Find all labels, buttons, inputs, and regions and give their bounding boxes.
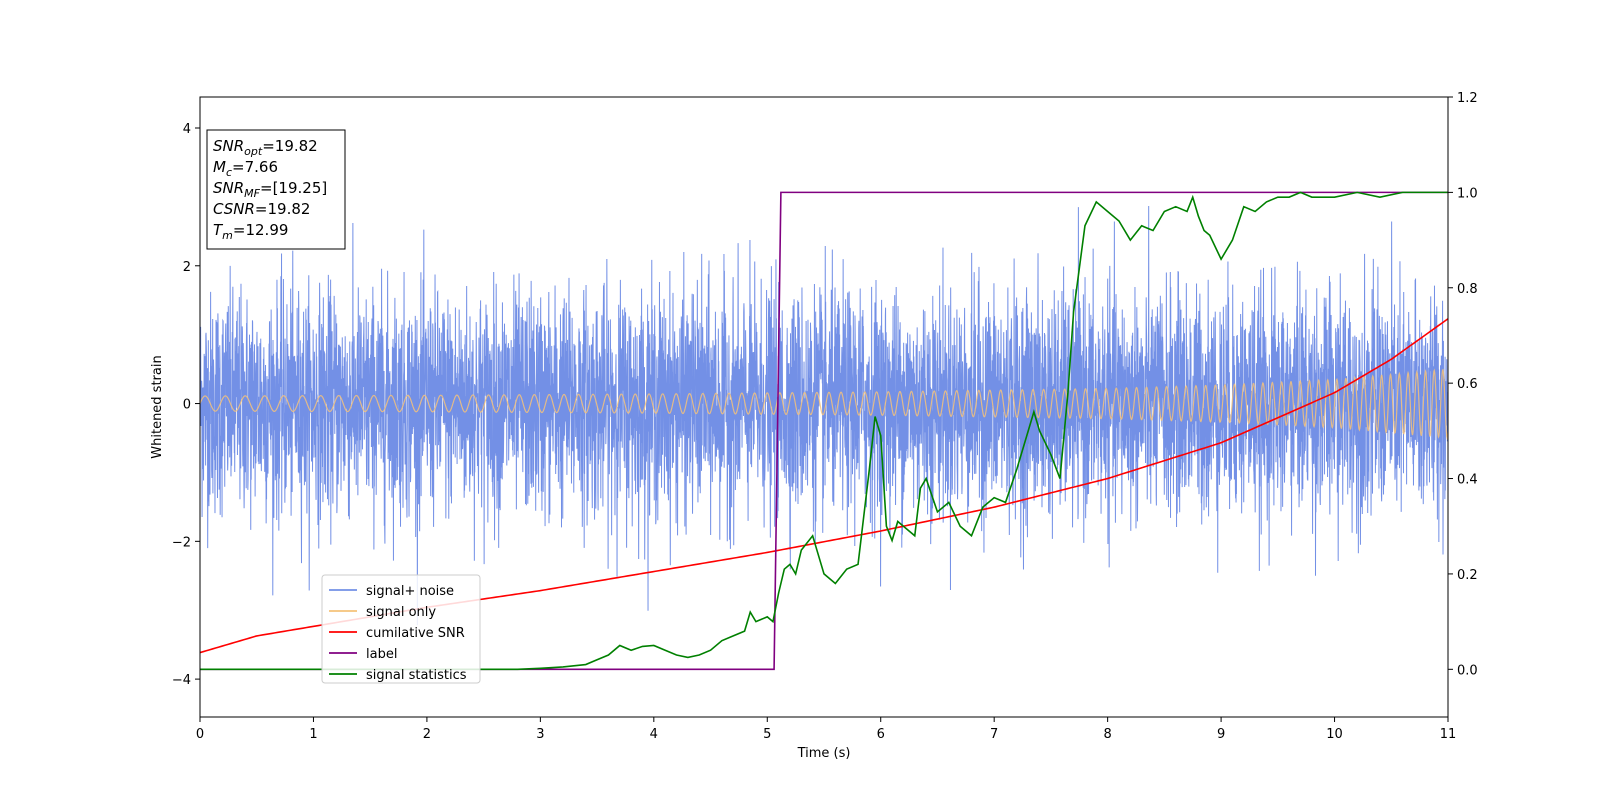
info-value: =19.82 [262,137,318,155]
info-value: =19.82 [255,200,311,218]
info-value: =12.99 [233,221,289,239]
y-left-tick-label: 4 [183,122,191,137]
x-tick-label: 11 [1440,727,1457,742]
info-symbol: SNR [213,137,244,155]
info-subscript: MF [244,187,260,200]
info-line: SNRMF=[19.25] [213,179,327,200]
info-line: SNRopt=19.82 [213,137,318,158]
y-left-tick-label: 0 [183,398,191,413]
y-right-tick-label: 0.6 [1457,377,1478,392]
x-tick-label: 1 [309,727,317,742]
info-subscript: opt [244,145,263,158]
info-subscript: m [222,229,233,242]
info-symbol: T [213,221,224,239]
legend-label: cumilative SNR [366,626,465,641]
x-axis-label: Time (s) [797,746,851,761]
signal-statistics-line [200,191,1448,671]
info-value: =[19.25] [260,179,327,197]
info-box: SNRopt=19.82Mc=7.66SNRMF=[19.25]CSNR=19.… [206,129,346,250]
x-tick-label: 6 [877,727,885,742]
y-right-tick-label: 0.8 [1457,282,1478,297]
y-left-tick-label: −2 [172,535,191,550]
legend-label: signal+ noise [366,584,454,599]
y-right-tick-label: 0.2 [1457,568,1478,583]
info-line: Tm=12.99 [213,221,288,242]
y-axis-left: −4 −2 0 2 4 [172,122,200,688]
x-tick-label: 3 [536,727,544,742]
info-value: =7.66 [232,158,278,176]
info-symbol: SNR [213,179,244,197]
x-tick-label: 7 [990,727,998,742]
legend-label: signal only [366,605,436,620]
legend-frame [321,574,481,684]
y-right-tick-label: 0.4 [1457,473,1478,488]
x-tick-label: 5 [763,727,771,742]
legend-label: label [366,647,397,662]
info-symbol: M [213,158,226,176]
legend-label: signal statistics [366,668,467,683]
signal-only-line [200,368,1448,441]
info-line: CSNR=19.82 [213,200,310,218]
signal-noise-line [200,206,1448,626]
y-axis-right: 0.0 0.2 0.4 0.6 0.8 1.0 1.2 [1448,91,1478,678]
y-right-tick-label: 1.2 [1457,91,1478,106]
info-symbol: CSNR [213,200,255,218]
legend: signal+ noise signal only cumilative SNR la… [321,574,481,684]
info-subscript: c [226,166,232,179]
x-axis: 0 1 2 3 4 5 6 7 8 9 10 11 [196,717,1456,742]
y-left-tick-label: 2 [183,260,191,275]
x-tick-label: 9 [1217,727,1225,742]
x-tick-label: 4 [650,727,658,742]
y-right-tick-label: 0.0 [1457,663,1478,678]
x-tick-label: 8 [1103,727,1111,742]
info-box-frame [206,129,346,250]
info-line: Mc=7.66 [213,158,278,179]
x-tick-label: 0 [196,727,204,742]
plot-frame [199,96,1449,718]
y-axis-label: Whitened strain [150,355,165,458]
y-right-tick-label: 1.0 [1457,186,1478,201]
y-left-tick-label: −4 [172,673,191,688]
x-tick-label: 2 [423,727,431,742]
x-tick-label: 10 [1326,727,1343,742]
